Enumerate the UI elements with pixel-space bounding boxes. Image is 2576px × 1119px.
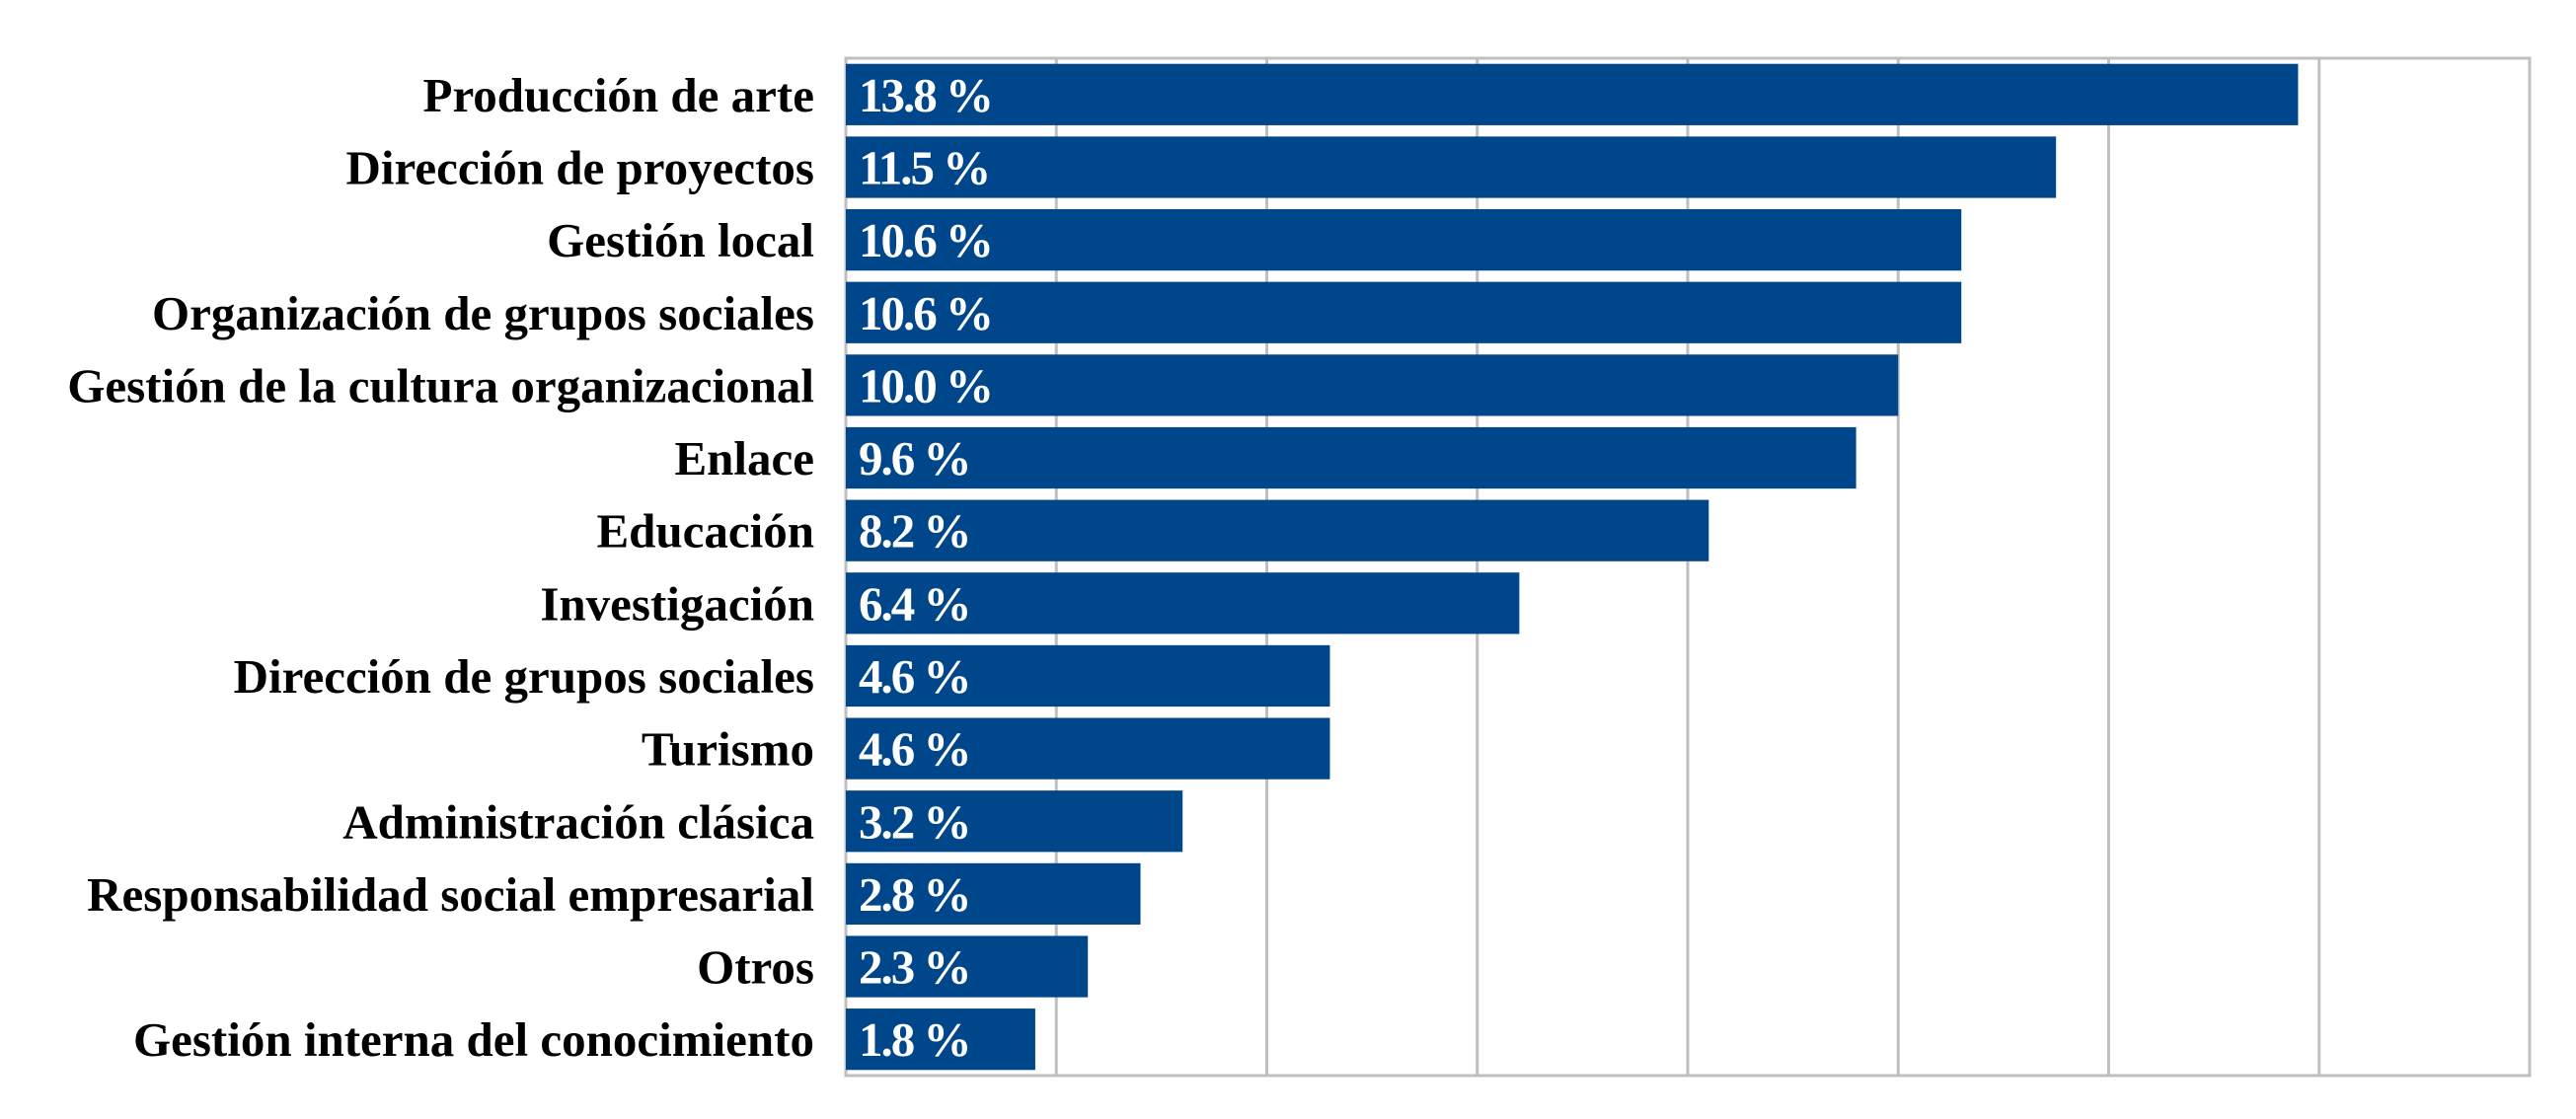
data-label: 4.6 %: [859, 722, 970, 777]
data-label: 2.3 %: [859, 940, 970, 995]
bar: [846, 63, 2299, 125]
category-label: Responsabilidad social empresarial: [87, 867, 814, 922]
bar: [846, 426, 1856, 489]
plot-border: [844, 56, 2532, 1078]
bar: [846, 208, 1962, 271]
bar: [846, 572, 1520, 634]
data-label: 3.2 %: [859, 794, 970, 849]
data-label: 10.6 %: [859, 213, 992, 267]
category-label: Organización de grupos sociales: [152, 286, 814, 340]
bar: [846, 281, 1962, 343]
data-label: 9.6 %: [859, 431, 970, 485]
bar: [846, 717, 1330, 780]
category-label: Gestión de la cultura organizacional: [67, 358, 814, 412]
data-label: 10.0 %: [859, 358, 992, 412]
category-label: Turismo: [642, 722, 814, 777]
category-label: Enlace: [674, 431, 814, 485]
data-label: 6.4 %: [859, 576, 970, 631]
category-label: Dirección de grupos sociales: [234, 649, 814, 704]
bar: [846, 790, 1183, 853]
data-label: 8.2 %: [859, 504, 970, 559]
bar: [846, 1008, 1035, 1071]
category-label: Gestión interna del conocimiento: [133, 1012, 814, 1067]
category-label: Otros: [697, 940, 814, 995]
bar: [846, 136, 2057, 198]
data-label: 11.5 %: [859, 140, 989, 194]
bar: [846, 862, 1141, 926]
category-label: Administración clásica: [342, 794, 814, 849]
category-label: Investigación: [540, 576, 814, 631]
category-label: Producción de arte: [423, 68, 814, 122]
bar: [846, 354, 1899, 416]
category-label: Educación: [596, 504, 814, 559]
bar: [846, 499, 1709, 561]
data-label: 13.8 %: [859, 68, 992, 122]
bar: [846, 644, 1330, 708]
data-label: 2.8 %: [859, 867, 970, 922]
data-label: 1.8 %: [859, 1012, 970, 1067]
data-label: 4.6 %: [859, 649, 970, 704]
data-label: 10.6 %: [859, 286, 992, 340]
category-label: Dirección de proyectos: [346, 140, 814, 194]
bar: [846, 935, 1089, 998]
category-label: Gestión local: [547, 213, 814, 267]
